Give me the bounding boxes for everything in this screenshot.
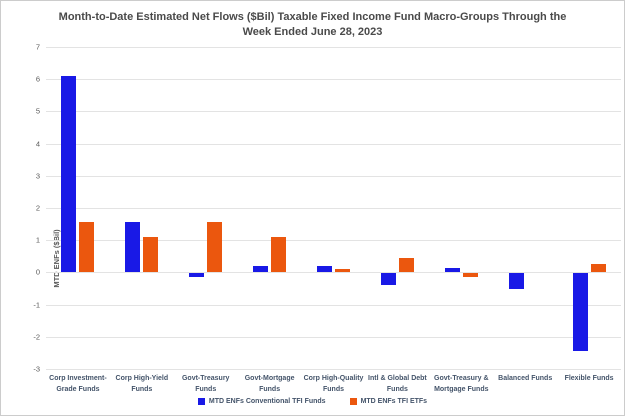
gridline-y-2 <box>46 336 621 338</box>
x-axis-label-6: Govt-Treasury & Mortgage Funds <box>434 375 489 393</box>
bar-etf-2 <box>207 222 223 273</box>
x-axis-label-4: Corp High-Quality Funds <box>303 375 364 393</box>
chart-title: Month-to-Date Estimated Net Flows ($Bil)… <box>1 10 624 40</box>
gridline-y7 <box>46 47 621 48</box>
x-axis-labels: Corp Investment-Grade Funds Corp High-Yie… <box>46 374 621 395</box>
x-axis-label-7: Balanced Funds <box>498 375 553 382</box>
bar-conventional-4 <box>317 265 332 273</box>
y-tick-label: 5 <box>35 106 40 116</box>
plot-area: MTD ENFs ($Bil) -3 -2 -1 0 1 2 3 4 5 6 7 <box>33 43 621 374</box>
y-tick-label: 1 <box>35 235 40 245</box>
y-tick-label: -2 <box>33 332 40 342</box>
y-tick-label: 2 <box>35 203 40 213</box>
bar-etf-0 <box>79 222 95 273</box>
gridline-y3 <box>46 175 621 177</box>
y-tick-label: 0 <box>35 267 40 277</box>
x-axis-label-3: Govt-Mortgage Funds <box>244 375 295 393</box>
bar-etf-4 <box>335 269 350 273</box>
x-axis-label-0: Corp Investment-Grade Funds <box>49 375 107 393</box>
gridline-y1 <box>46 240 621 242</box>
legend-swatch-icon <box>349 398 357 405</box>
x-axis-label-1: Corp High-Yield Funds <box>115 375 169 393</box>
y-tick-label: 3 <box>35 171 40 181</box>
chart-title-line1: Month-to-Date Estimated Net Flows ($Bil)… <box>58 11 567 23</box>
legend-label: MTD ENFs Conventional TFI Funds <box>208 398 326 405</box>
legend-label: MTD ENFs TFI ETFs <box>360 398 428 405</box>
bar-conventional-6 <box>444 267 460 273</box>
legend: MTD ENFs Conventional TFI Funds MTD ENFs … <box>1 398 624 405</box>
y-tick-label: 6 <box>35 74 40 84</box>
y-axis-title: MTD ENFs ($Bil) <box>52 229 61 288</box>
x-axis-label-2: Govt-Treasury Funds <box>181 375 230 393</box>
bar-conventional-8 <box>572 273 588 351</box>
legend-item-conventional: MTD ENFs Conventional TFI Funds <box>197 398 326 405</box>
legend-item-etf: MTD ENFs TFI ETFs <box>349 398 428 405</box>
bar-etf-8 <box>590 264 606 273</box>
gridline-y6 <box>46 79 621 81</box>
x-axis-label-5: Intl & Global Debt Funds <box>368 375 427 393</box>
legend-swatch-icon <box>197 398 205 405</box>
gridline-y-1 <box>46 304 621 306</box>
gridline-y-3 <box>46 369 621 370</box>
gridline-y2 <box>46 208 621 209</box>
bar-conventional-3 <box>253 265 269 273</box>
bar-etf-5 <box>398 257 414 273</box>
chart-title-line2: Week Ended June 28, 2023 <box>242 26 383 38</box>
gridline-y5 <box>46 111 621 113</box>
y-tick-label: -1 <box>33 300 40 310</box>
bar-conventional-2 <box>189 273 205 277</box>
x-axis-label-8: Flexible Funds <box>564 375 614 382</box>
y-tick-label: 7 <box>35 42 40 52</box>
bar-etf-1 <box>143 236 159 273</box>
bar-etf-6 <box>462 273 478 277</box>
y-tick-label: -3 <box>33 364 40 374</box>
bar-etf-3 <box>271 236 287 273</box>
bar-conventional-5 <box>380 273 396 285</box>
bar-conventional-7 <box>508 273 524 290</box>
bar-conventional-0 <box>61 75 77 273</box>
gridline-y0 <box>46 272 621 274</box>
bar-conventional-1 <box>125 222 141 273</box>
gridline-y4 <box>46 143 621 145</box>
y-tick-label: 4 <box>35 139 40 149</box>
